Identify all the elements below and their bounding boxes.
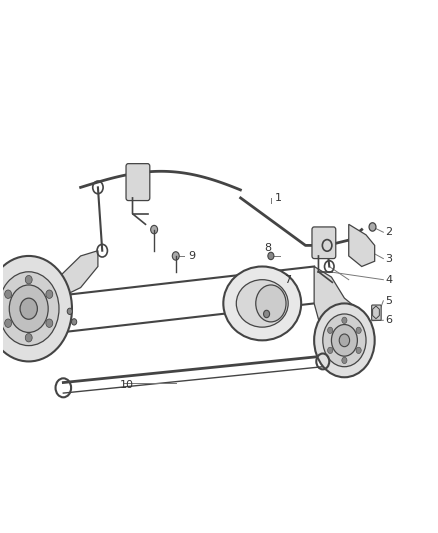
Circle shape xyxy=(356,327,361,334)
FancyBboxPatch shape xyxy=(126,164,150,200)
Circle shape xyxy=(71,319,77,325)
Ellipse shape xyxy=(236,280,288,327)
Circle shape xyxy=(20,298,37,319)
Circle shape xyxy=(342,357,347,364)
Text: 3: 3 xyxy=(385,254,392,264)
FancyBboxPatch shape xyxy=(312,227,336,259)
Circle shape xyxy=(46,319,53,327)
Circle shape xyxy=(369,223,376,231)
Circle shape xyxy=(332,325,357,356)
Circle shape xyxy=(314,303,374,377)
Circle shape xyxy=(342,317,347,324)
Circle shape xyxy=(328,347,333,353)
Circle shape xyxy=(323,314,366,367)
Circle shape xyxy=(339,334,350,346)
Circle shape xyxy=(172,252,179,260)
Circle shape xyxy=(151,225,158,234)
Circle shape xyxy=(5,319,11,327)
Circle shape xyxy=(264,310,270,318)
Polygon shape xyxy=(59,251,98,298)
Text: 10: 10 xyxy=(120,380,134,390)
Circle shape xyxy=(268,252,274,260)
Polygon shape xyxy=(314,266,362,341)
Circle shape xyxy=(328,327,333,334)
Ellipse shape xyxy=(223,266,301,341)
FancyBboxPatch shape xyxy=(372,305,381,320)
Polygon shape xyxy=(373,306,379,319)
Text: 8: 8 xyxy=(264,243,271,253)
Circle shape xyxy=(0,256,72,361)
Text: 6: 6 xyxy=(385,316,392,325)
Circle shape xyxy=(67,308,72,314)
Circle shape xyxy=(9,285,48,333)
Text: 2: 2 xyxy=(385,227,392,237)
Circle shape xyxy=(25,276,32,284)
Circle shape xyxy=(0,272,59,345)
Circle shape xyxy=(356,347,361,353)
Circle shape xyxy=(25,334,32,342)
Text: 5: 5 xyxy=(385,296,392,306)
Circle shape xyxy=(5,290,11,298)
Text: 12: 12 xyxy=(49,307,60,316)
Circle shape xyxy=(46,290,53,298)
Text: 4: 4 xyxy=(385,274,392,285)
Text: 2: 2 xyxy=(255,309,262,319)
Text: 9: 9 xyxy=(189,251,196,261)
Circle shape xyxy=(256,285,286,322)
Polygon shape xyxy=(349,224,374,266)
Text: 7: 7 xyxy=(284,274,291,285)
Text: 1: 1 xyxy=(275,193,282,203)
